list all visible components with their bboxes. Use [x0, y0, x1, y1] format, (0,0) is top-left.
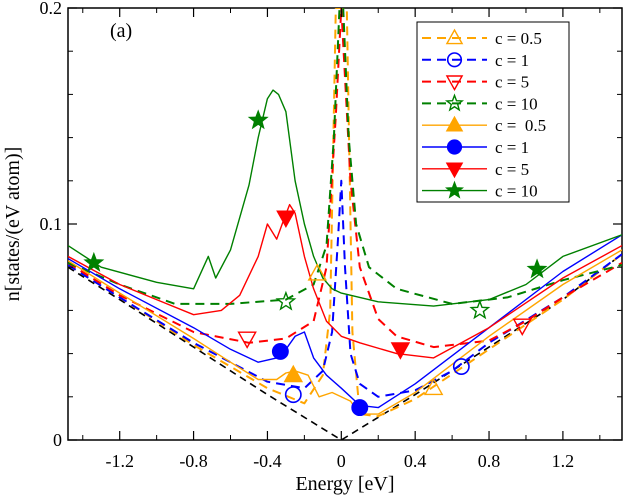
series-marker-solid-0p5-0	[283, 364, 304, 383]
series-layer	[68, 8, 622, 440]
x-tick-label: 0	[337, 451, 346, 471]
series-marker-dashed-0p5-0	[307, 263, 328, 281]
series-line-solid-0p5	[68, 249, 622, 415]
series-marker-solid-1-0	[271, 342, 289, 360]
y-axis-label: n[states/(eV atom)]	[2, 147, 24, 302]
series-line-solid-10	[68, 89, 622, 307]
y-tick-label: 0.1	[40, 214, 63, 234]
legend-label: c = 1	[495, 51, 529, 70]
legend-marker	[446, 52, 463, 68]
legend-box	[416, 21, 570, 203]
legend-marker	[444, 180, 465, 199]
x-tick-label: 0.8	[478, 451, 501, 471]
legend-marker	[444, 93, 465, 112]
legend: c = 0.5 c = 1 c = 5 c = 10 c = 0.5 c = 1 c = 5…	[416, 21, 570, 203]
y-tick-label: 0.2	[40, 0, 63, 18]
legend-marker	[445, 115, 464, 132]
series-line-solid-1	[68, 234, 622, 409]
series-marker-solid-10-0	[247, 109, 269, 130]
series-marker-dashed-1-0	[284, 386, 302, 404]
x-tick-label: 1.2	[552, 451, 575, 471]
x-tick-label: -0.4	[253, 451, 282, 471]
series-marker-dashed-5-0	[237, 331, 257, 349]
x-tick-label: 0.4	[404, 451, 427, 471]
legend-label: c = 5	[495, 73, 529, 92]
x-axis-label: Energy [eV]	[295, 473, 394, 495]
series-marker-dashed-5-1	[512, 318, 533, 336]
series-marker-solid-10-2	[526, 258, 548, 279]
series-line-solid-5	[68, 203, 622, 359]
legend-marker	[446, 139, 463, 155]
marker-layer	[83, 109, 548, 417]
series-marker-dashed-10-1	[469, 299, 491, 320]
series-marker-solid-10-1	[83, 251, 105, 272]
legend-marker	[445, 162, 464, 179]
series-marker-solid-1-1	[351, 399, 369, 417]
series-line-dashed-5	[68, 8, 622, 349]
y-tick-label: 0	[53, 430, 62, 450]
series-marker-solid-5-1	[390, 342, 411, 360]
reference-curve-line	[68, 253, 622, 440]
series-line-dashed-1	[68, 179, 622, 398]
tick-layer: -1.2 -0.8 -0.4 0 0.4 0.8 1.2 0 0.1 0.2	[40, 0, 622, 471]
legend-label: c = 10	[495, 182, 538, 201]
x-tick-label: -1.2	[105, 451, 134, 471]
panel-label: (a)	[110, 20, 132, 42]
legend-label: c = 5	[495, 160, 529, 179]
legend-label: c = 10	[495, 94, 538, 113]
series-marker-solid-5-0	[276, 210, 296, 228]
legend-label: c = 0.5	[495, 116, 546, 135]
legend-label: c = 1	[495, 138, 529, 157]
legend-label: c = 0.5	[495, 29, 542, 48]
legend-marker	[445, 28, 464, 45]
series-marker-dashed-0p5-1	[423, 377, 444, 396]
legend-marker	[445, 75, 464, 92]
series-marker-dashed-1-1	[452, 358, 470, 376]
series-marker-dashed-10-0	[275, 290, 297, 311]
x-tick-label: -0.8	[179, 451, 208, 471]
